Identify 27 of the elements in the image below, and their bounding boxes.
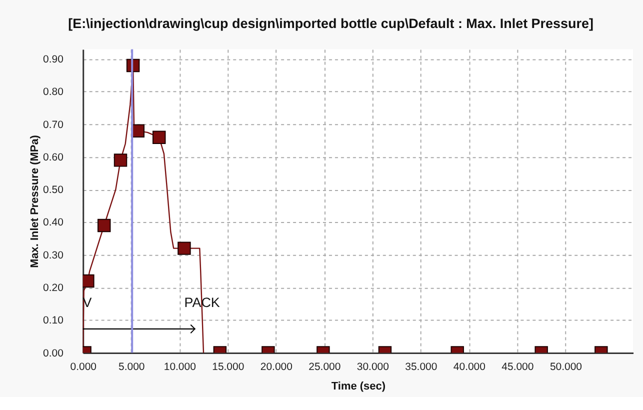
x-axis-title: Time (sec) xyxy=(331,380,386,393)
y-tick-label: 0.40 xyxy=(43,218,64,229)
y-tick-label: 0.10 xyxy=(43,316,64,327)
y-tick-label: 0.20 xyxy=(43,282,64,294)
y-tick-label: 0.30 xyxy=(43,250,64,262)
x-tick-label: 45.000 xyxy=(502,362,534,374)
y-tick-label: 0.00 xyxy=(43,348,64,360)
x-tick-label: 35.000 xyxy=(405,362,438,374)
y-tick-label: 0.80 xyxy=(43,87,64,98)
chart-title: [E:\injection\drawing\cup design\imported bottle cup\Default : Max. Inlet Pressure] xyxy=(68,16,594,31)
x-tick-label: 5.000 xyxy=(118,362,145,374)
y-tick-label: 0.60 xyxy=(43,152,64,164)
x-tick-label: 30.000 xyxy=(356,362,390,374)
y-tick-label: 0.70 xyxy=(43,120,64,131)
x-tick-label: 0.000 xyxy=(70,362,97,374)
x-tick-label: 15.000 xyxy=(212,362,244,374)
y-axis-title: Max. Inlet Pressure (MPa) xyxy=(29,134,42,268)
x-tick-label: 10.000 xyxy=(164,362,196,374)
x-tick-label: 25.000 xyxy=(308,362,341,374)
y-tick-label: 0.90 xyxy=(43,54,64,66)
point xyxy=(97,218,111,232)
point xyxy=(114,154,128,167)
x-tick-label: 40.000 xyxy=(453,362,486,374)
x-tick-label: 50.000 xyxy=(550,362,582,374)
point xyxy=(152,130,166,144)
y-tick-label: 0.50 xyxy=(43,185,64,196)
x-tick-label: 20.000 xyxy=(260,362,293,374)
